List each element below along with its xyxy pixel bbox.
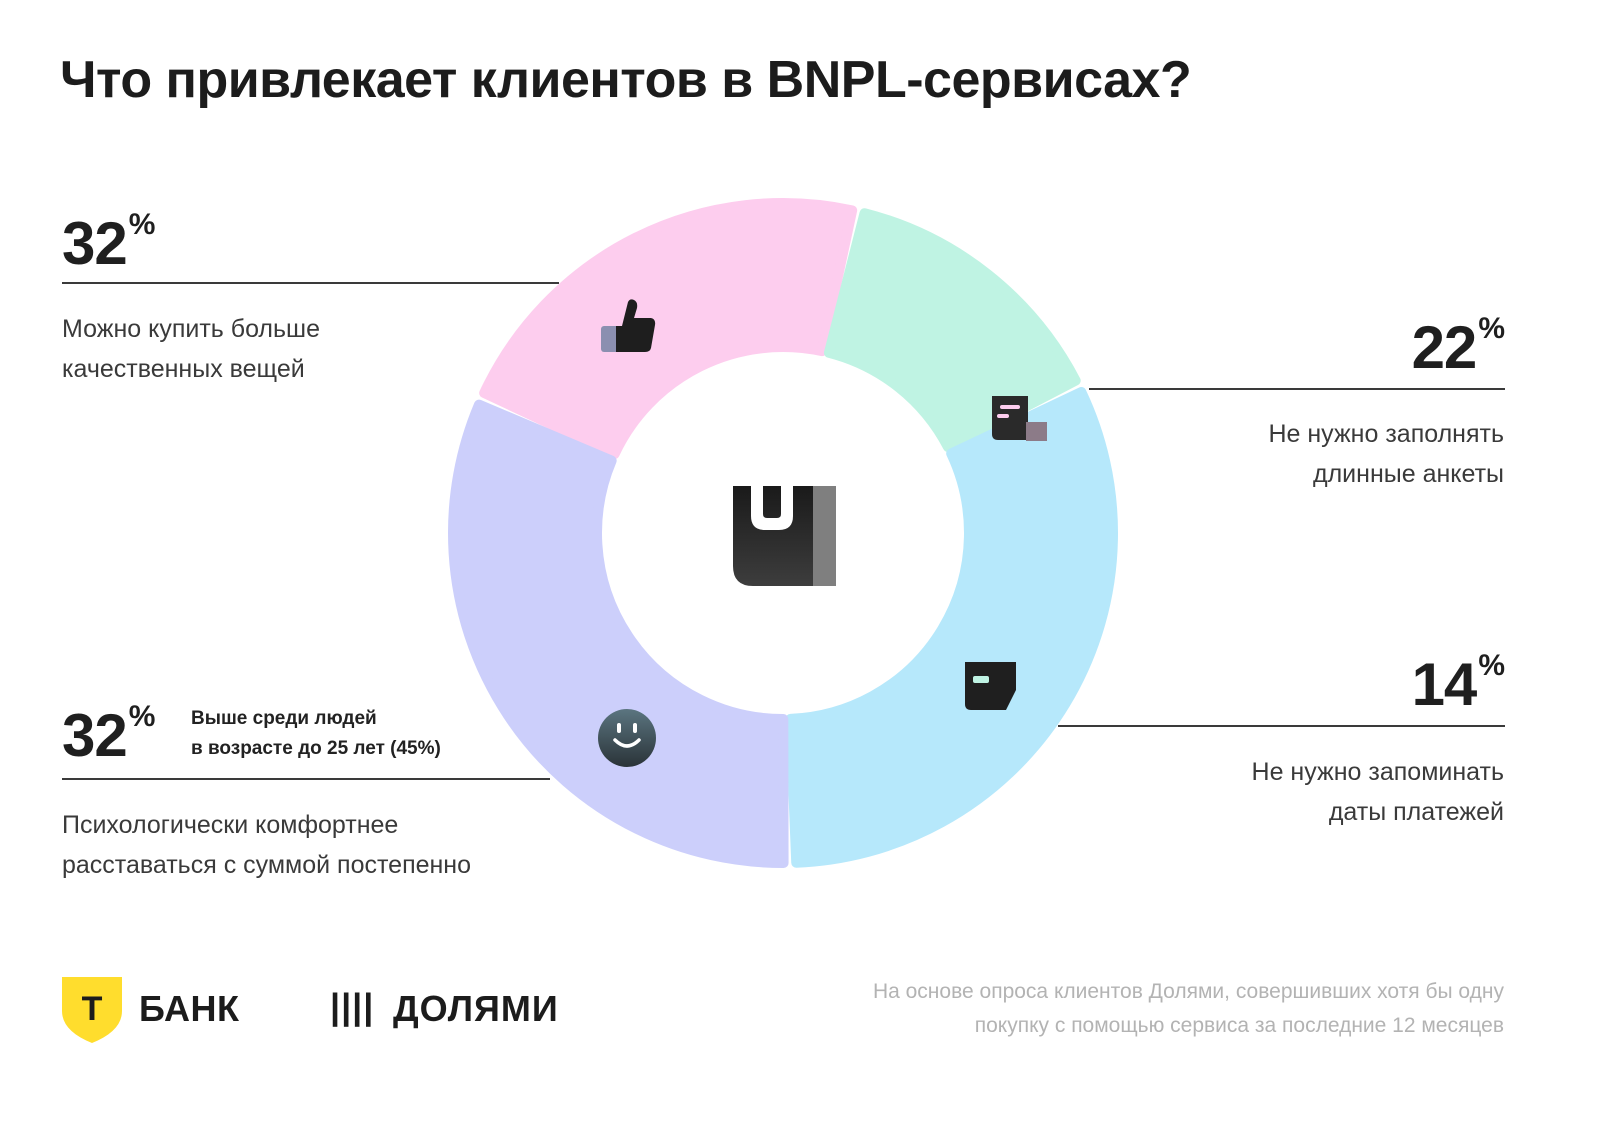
value-label-segment-1: 32%	[62, 208, 155, 277]
value-label-segment-3: 14%	[1411, 649, 1505, 718]
segment-4-note: Выше среди людей в возрасте до 25 лет (4…	[191, 708, 441, 759]
segment-2-description: Не нужно заполнять длинные анкеты	[1268, 420, 1504, 488]
segment-3-description: Не нужно запоминать даты платежей	[1251, 758, 1504, 826]
divider	[62, 282, 559, 284]
page-title: Что привлекает клиентов в BNPL-сервисах?	[60, 51, 1192, 109]
tbank-wordmark: БАНК	[139, 988, 240, 1029]
dolyami-logo-icon	[733, 486, 836, 586]
tbank-logo: Т	[62, 977, 122, 1043]
dolyami-bars-icon: ||||	[330, 986, 375, 1027]
segment-1-description: Можно купить больше качественных вещей	[62, 315, 320, 383]
tbank-logo-letter: Т	[82, 990, 103, 1028]
card-icon	[965, 662, 1016, 710]
dolyami-wordmark: ДОЛЯМИ	[393, 988, 559, 1029]
value-label-segment-2: 22%	[1411, 312, 1505, 381]
source-note: На основе опроса клиентов Долями, соверш…	[872, 980, 1504, 1037]
donut-segment-3	[823, 208, 1081, 453]
donut-segment-1	[448, 399, 789, 869]
donut-segment-2	[479, 198, 858, 460]
document-icon	[992, 396, 1047, 441]
thumbs-up-icon	[601, 299, 656, 352]
divider	[62, 778, 550, 780]
divider	[1058, 725, 1505, 727]
donut-segment-4	[785, 386, 1118, 868]
smiley-face-icon	[598, 709, 656, 767]
value-label-segment-4: 32%	[62, 700, 155, 769]
divider	[1089, 388, 1505, 390]
segment-4-description: Психологически комфортнее расставаться с…	[62, 811, 472, 879]
